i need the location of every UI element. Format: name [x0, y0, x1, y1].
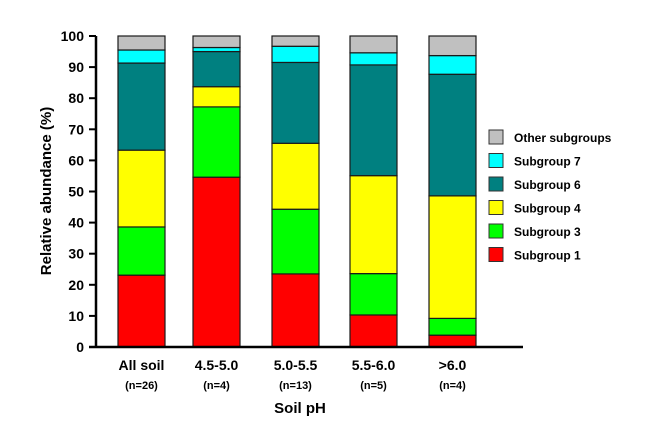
- legend: Other subgroups Subgroup 7 Subgroup 6 Subgr…: [488, 129, 612, 263]
- x-category-sample-size: (n=13): [279, 380, 312, 392]
- bar-segment-subgroup-4-4: [349, 175, 398, 275]
- x-category-sample-size: (n=4): [439, 380, 466, 392]
- y-tick-label: 70: [68, 121, 84, 137]
- bar-segment-other-subgroups-5: [428, 35, 477, 57]
- legend-swatch: [488, 247, 504, 262]
- bars-group: [117, 35, 477, 348]
- bar-segment-subgroup-6-1: [117, 62, 166, 151]
- x-labels-group: All soil (n=26) 4.5-5.0 (n=4) 5.0-5.5 (n=13) 5…: [119, 357, 467, 392]
- y-tick-label: 10: [68, 308, 84, 324]
- x-category-sample-size: (n=4): [203, 380, 230, 392]
- y-tick-label: 100: [61, 28, 85, 44]
- bar-segment-other-subgroups-1: [117, 35, 166, 51]
- bar-segment-subgroup-4-2: [192, 86, 241, 108]
- y-ticks-group: 0 10 20 30 40 50 60 70 80 90 100: [61, 28, 96, 355]
- bar-segment-subgroup-3-4: [349, 273, 398, 316]
- y-tick-label: 0: [76, 339, 84, 355]
- legend-label: Other subgroups: [514, 131, 612, 145]
- bar-segment-subgroup-6-3: [271, 61, 320, 144]
- bar-segment-subgroup-7-4: [349, 52, 398, 66]
- bar-segment-other-subgroups-4: [349, 35, 398, 54]
- legend-label: Subgroup 3: [514, 225, 581, 239]
- bar-segment-subgroup-4-1: [117, 149, 166, 228]
- bar-segment-subgroup-6-4: [349, 64, 398, 177]
- legend-label: Subgroup 7: [514, 155, 581, 169]
- x-category-label: 4.5-5.0: [195, 357, 239, 373]
- x-category-label: 5.5-6.0: [352, 357, 396, 373]
- bar-segment-subgroup-7-2: [192, 46, 241, 53]
- y-tick-label: 40: [68, 215, 84, 231]
- y-tick-label: 50: [68, 184, 84, 200]
- bar-segment-subgroup-1-4: [349, 314, 398, 348]
- bar-segment-subgroup-1-1: [117, 274, 166, 348]
- legend-swatch: [488, 129, 504, 145]
- legend-swatch: [488, 200, 504, 215]
- x-category-sample-size: (n=26): [125, 380, 158, 392]
- legend-swatch: [488, 176, 504, 192]
- legend-label: Subgroup 1: [514, 249, 581, 263]
- bar-segment-subgroup-6-2: [192, 50, 241, 88]
- x-category-label: >6.0: [439, 357, 467, 373]
- bar-segment-subgroup-4-3: [271, 142, 320, 210]
- bar-segment-subgroup-4-5: [428, 195, 477, 319]
- legend-swatch: [488, 153, 504, 168]
- x-category-sample-size: (n=5): [360, 380, 387, 392]
- legend-swatch: [488, 223, 504, 239]
- bar-segment-subgroup-3-3: [271, 208, 320, 275]
- bar-segment-subgroup-7-1: [117, 49, 166, 64]
- legend-label: Subgroup 6: [514, 178, 581, 192]
- legend-label: Subgroup 4: [514, 202, 581, 216]
- y-tick-label: 20: [68, 277, 84, 293]
- y-axis-title: Relative abundance (%): [38, 107, 55, 275]
- x-axis-title: Soil pH: [274, 400, 326, 417]
- bar-segment-subgroup-1-2: [192, 176, 241, 348]
- bar-segment-subgroup-3-2: [192, 106, 241, 178]
- bar-segment-subgroup-3-5: [428, 317, 477, 336]
- y-tick-label: 60: [68, 152, 84, 168]
- bar-segment-subgroup-6-5: [428, 73, 477, 197]
- bar-segment-subgroup-1-3: [271, 273, 320, 348]
- bar-segment-subgroup-7-5: [428, 54, 477, 75]
- bar-segment-other-subgroups-2: [192, 35, 241, 49]
- y-tick-label: 90: [68, 59, 84, 75]
- x-category-label: 5.0-5.5: [274, 357, 318, 373]
- bar-segment-subgroup-7-3: [271, 45, 320, 64]
- x-category-label: All soil: [119, 357, 165, 373]
- y-tick-label: 80: [68, 90, 84, 106]
- y-tick-label: 30: [68, 246, 84, 262]
- bar-segment-other-subgroups-3: [271, 35, 320, 47]
- bar-segment-subgroup-3-1: [117, 226, 166, 276]
- bar-segment-subgroup-1-5: [428, 334, 477, 348]
